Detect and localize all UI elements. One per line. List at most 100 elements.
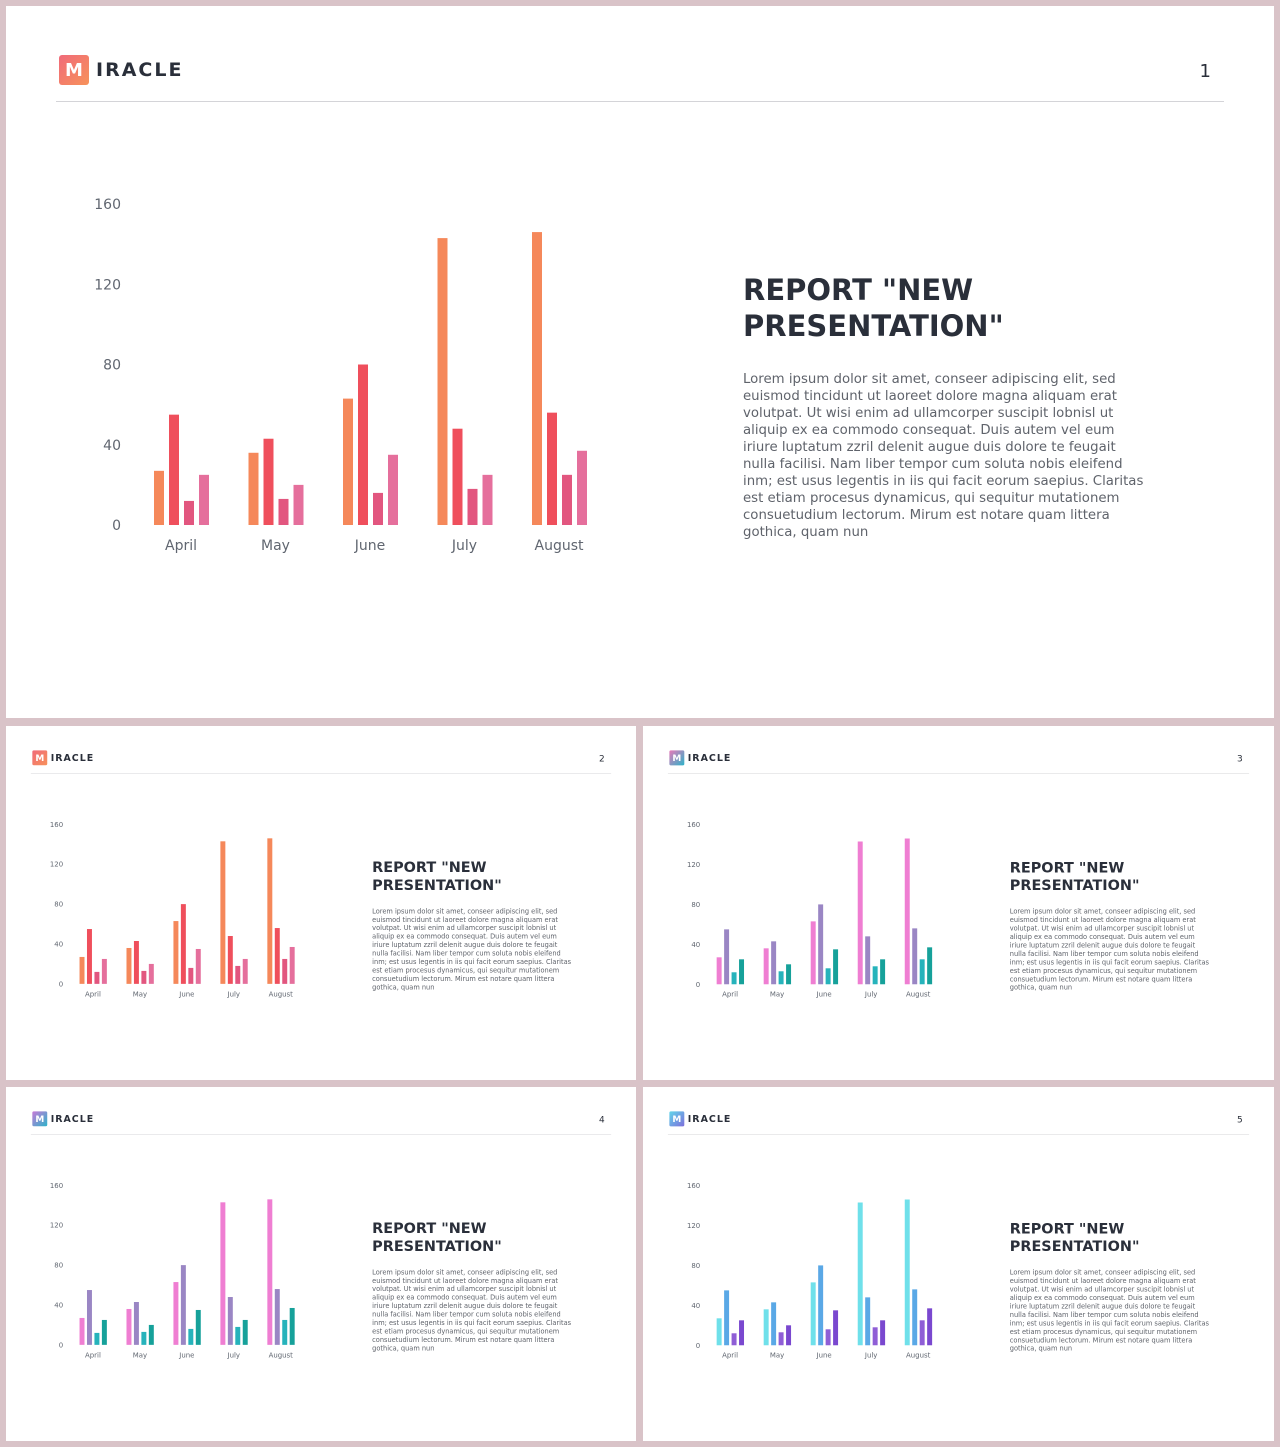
bar-july-series-4 <box>242 958 248 984</box>
slide-number: 1 <box>1199 61 1211 82</box>
bar-june-series-1 <box>173 921 179 984</box>
bar-may-series-2 <box>133 1302 139 1345</box>
report-body-text: Lorem ipsum dolor sit amet, conseer adip… <box>1009 908 1209 992</box>
logo-text: IRACLE <box>687 752 732 764</box>
bar-april-series-4 <box>739 959 745 985</box>
x-tick-label: April <box>722 1352 738 1360</box>
bar-august-series-3 <box>919 1320 925 1346</box>
y-tick-label: 0 <box>59 980 63 988</box>
y-tick-label: 160 <box>50 821 63 829</box>
bar-may-series-4 <box>293 484 304 525</box>
report-title: REPORT "NEW PRESENTATION" <box>372 858 502 894</box>
bar-chart: 0 40 80 120 160 April May June July August <box>50 1182 295 1359</box>
brand-logo: M IRACLE <box>669 1111 731 1127</box>
x-tick-label: June <box>816 1352 832 1360</box>
x-tick-label: April <box>722 991 738 999</box>
bar-chart: 0 40 80 120 160 April May June July August <box>94 197 587 554</box>
bar-april-series-3 <box>731 1333 737 1346</box>
bar-august-series-1 <box>267 838 273 984</box>
x-tick-label: August <box>269 1351 294 1359</box>
slide-5[interactable]: M IRACLE 5 0 40 80 120 160 April May June July Augus… <box>643 1087 1274 1441</box>
slide-content: M IRACLE 3 0 40 80 120 160 April May June July Augus… <box>643 726 1274 1080</box>
x-tick-label: May <box>770 991 784 999</box>
bar-august-series-4 <box>927 947 933 985</box>
brand-logo: M IRACLE <box>59 55 183 85</box>
x-tick-label: July <box>227 990 240 998</box>
bar-may-series-3 <box>141 1331 147 1345</box>
bar-may-series-3 <box>778 971 784 985</box>
bar-may-series-2 <box>263 438 274 525</box>
x-tick-label: August <box>906 1352 931 1360</box>
bar-august-series-1 <box>904 1199 910 1346</box>
x-tick-label: May <box>133 1351 147 1359</box>
slide-number: 5 <box>1236 1114 1243 1125</box>
y-tick-label: 160 <box>94 197 121 213</box>
bar-july-series-4 <box>880 959 886 985</box>
bar-june-series-4 <box>833 949 839 985</box>
logo-mark-icon: M <box>669 750 685 766</box>
bar-july-series-4 <box>880 1320 886 1346</box>
x-tick-label: July <box>227 1351 240 1359</box>
slide-4[interactable]: M IRACLE 4 0 40 80 120 160 April May June July Augus… <box>6 1087 636 1441</box>
y-tick-label: 120 <box>50 1222 63 1230</box>
bar-april-series-2 <box>724 1290 730 1346</box>
bar-may-series-1 <box>248 452 259 525</box>
y-tick-label: 0 <box>696 981 700 989</box>
y-tick-label: 120 <box>687 861 700 869</box>
x-tick-label: June <box>816 991 832 999</box>
logo-mark-icon: M <box>32 750 48 766</box>
bar-may-series-3 <box>778 1332 784 1346</box>
x-tick-label: June <box>354 538 386 554</box>
x-tick-label: May <box>133 990 147 998</box>
bar-may-series-3 <box>141 970 147 984</box>
bar-august-series-3 <box>282 1319 288 1345</box>
brand-logo: M IRACLE <box>32 1111 94 1127</box>
brand-logo: M IRACLE <box>669 750 732 766</box>
bar-june-series-3 <box>188 967 194 984</box>
bar-july-series-2 <box>452 428 463 525</box>
brand-logo: M IRACLE <box>32 750 95 766</box>
bar-august-series-3 <box>562 474 572 525</box>
bar-may-series-4 <box>148 963 154 984</box>
bar-july-series-2 <box>227 936 233 984</box>
y-tick-label: 80 <box>691 1262 700 1270</box>
y-tick-label: 40 <box>103 438 121 454</box>
x-tick-label: August <box>906 991 931 999</box>
bar-chart: 0 40 80 120 160 April May June July August <box>50 821 295 998</box>
logo-text: IRACLE <box>96 59 184 81</box>
bar-july-series-3 <box>467 488 478 525</box>
report-title: REPORT "NEW PRESENTATION" <box>372 1219 502 1255</box>
report-title: REPORT "NEW PRESENTATION" <box>743 273 1004 343</box>
slide-2[interactable]: M IRACLE 2 0 40 80 120 160 April May June July Augus… <box>6 726 636 1080</box>
bar-april-series-1 <box>716 1318 722 1346</box>
bar-june-series-3 <box>373 492 383 525</box>
bar-june-series-4 <box>195 1309 201 1345</box>
bar-june-series-1 <box>343 398 353 525</box>
slide-3[interactable]: M IRACLE 3 0 40 80 120 160 April May June July Augus… <box>643 726 1274 1080</box>
bar-april-series-4 <box>739 1320 745 1346</box>
bar-july-series-1 <box>220 1202 226 1345</box>
y-tick-label: 120 <box>687 1222 700 1230</box>
y-tick-label: 160 <box>687 821 700 829</box>
x-tick-label: August <box>269 990 294 998</box>
logo-text: IRACLE <box>50 752 95 764</box>
y-tick-label: 0 <box>59 1341 63 1349</box>
bar-august-series-3 <box>282 958 288 984</box>
report-title: REPORT "NEW PRESENTATION" <box>1009 858 1140 894</box>
bar-june-series-4 <box>833 1310 839 1346</box>
bar-june-series-2 <box>818 904 824 985</box>
slide-number: 3 <box>1236 753 1243 764</box>
bar-april-series-3 <box>184 500 194 525</box>
bar-august-series-4 <box>289 946 295 984</box>
y-tick-label: 0 <box>696 1342 700 1350</box>
bar-june-series-2 <box>358 364 368 525</box>
bar-august-series-1 <box>267 1199 273 1345</box>
x-tick-label: July <box>864 1352 878 1360</box>
bar-august-series-4 <box>289 1307 295 1345</box>
bar-june-series-2 <box>818 1265 824 1346</box>
bar-august-series-1 <box>532 232 542 525</box>
bar-june-series-1 <box>173 1282 179 1345</box>
slide-content: M IRACLE 1 0 40 80 120 160 April May June July Augus… <box>6 6 1274 718</box>
slide-1[interactable]: M IRACLE 1 0 40 80 120 160 April May June July Augus… <box>6 6 1274 718</box>
bar-may-series-4 <box>786 964 792 985</box>
